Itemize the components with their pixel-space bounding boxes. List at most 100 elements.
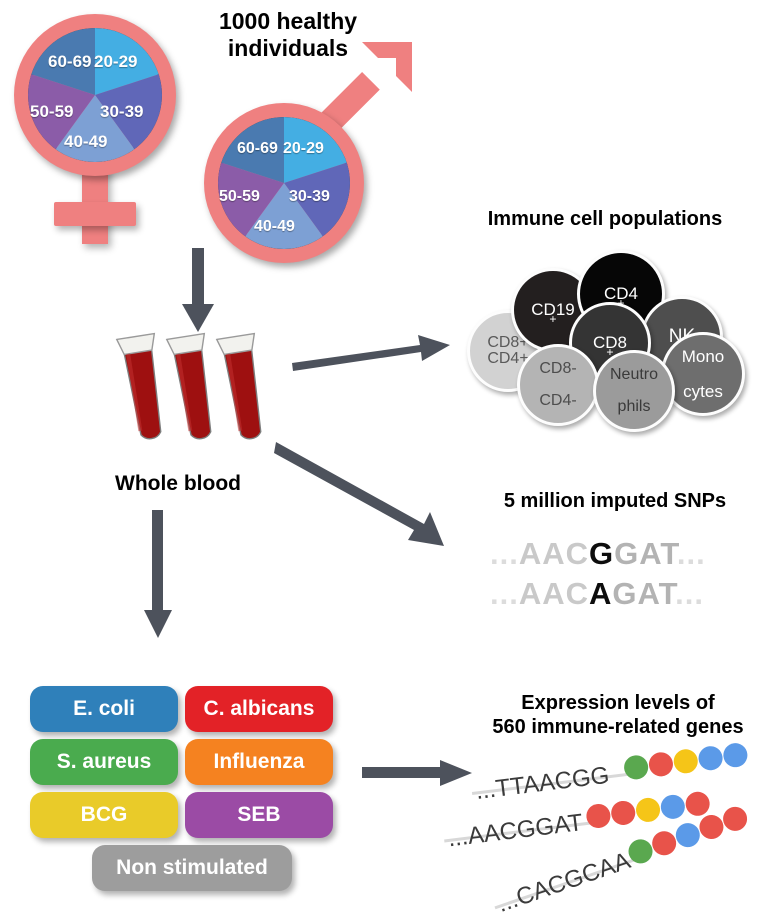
female-pie-label-60-69: 60-69: [48, 52, 92, 71]
pie-slice-40-49: [245, 183, 323, 249]
female-age-pie: [28, 28, 162, 162]
expression-bead: [698, 746, 723, 771]
pie-slice-20-29: [95, 28, 159, 95]
stimuli-panel: E. coli C. albicans S. aureus Influenza …: [30, 686, 340, 896]
male-age-pie: [218, 117, 350, 249]
expression-bead: [660, 794, 685, 819]
snps-heading-text: 5 million imputed SNPs: [503, 490, 727, 512]
expression-heading-line1: Expression levels of: [521, 692, 715, 714]
expression-bead: [611, 800, 636, 825]
male-gender-symbol: 20-29 30-39 40-49 50-59 60-69: [204, 42, 414, 263]
stimulus-non-stimulated[interactable]: Non stimulated: [92, 845, 292, 891]
pie-slice-30-39: [95, 74, 162, 150]
stimulus-c-albicans[interactable]: C. albicans: [185, 686, 333, 732]
cell-label-line-1: CD19: [531, 300, 575, 320]
expression-bead: [673, 749, 698, 774]
stimulus-e-coli[interactable]: E. coli: [30, 686, 178, 732]
snp-variant-base: G: [589, 536, 615, 571]
whole-blood-label-text: Whole blood: [115, 472, 241, 495]
page-title: 1000 healthy individuals: [178, 8, 398, 62]
female-pie-slices: [28, 28, 162, 162]
pie-slice-60-69: [31, 28, 95, 95]
expression-strand-2-sequence: ...AACGGAT: [446, 809, 584, 852]
pie-slice-40-49: [55, 95, 135, 162]
whole-blood-tubes: [108, 330, 278, 460]
immune-cell-cluster: CD8+ CD4+ CD19+ CD4+ NK CD8+ Mono cytes …: [455, 240, 755, 432]
page-title-text: 1000 healthy individuals: [218, 8, 358, 62]
cell-monocytes: Mono cytes: [661, 332, 745, 416]
female-pie-label-30-39: 30-39: [100, 102, 144, 121]
cell-neutrophils: Neutro phils: [593, 350, 675, 432]
female-gender-symbol: 20-29 30-39 40-49 50-59 60-69: [14, 14, 194, 244]
male-pie-label-50-59: 50-59: [219, 188, 260, 205]
stimulus-bcg[interactable]: BCG: [30, 792, 178, 838]
arrow-blood-to-snps: [274, 440, 454, 550]
cell-label-line-1: CD4: [603, 284, 638, 304]
male-pie-label-30-39: 30-39: [289, 188, 330, 205]
whole-blood-label: Whole blood: [78, 472, 278, 497]
female-pie-label-40-49: 40-49: [64, 132, 108, 151]
expression-bead: [675, 823, 700, 848]
immune-heading-text: Immune cell populations: [487, 208, 723, 230]
expression-strand-1: ...TTAACGG: [471, 743, 748, 805]
female-pie-svg: [28, 28, 162, 162]
snp-variant-base: A: [589, 576, 613, 611]
snps-heading: 5 million imputed SNPs: [470, 490, 760, 514]
expression-strands: ...TTAACGG ...AACGGAT ...CACGCAA: [444, 743, 771, 918]
cell-label-line-1: Mono: [681, 347, 725, 366]
arrow-blood-to-stimuli: [140, 510, 180, 640]
male-pie-label-40-49: 40-49: [254, 218, 295, 235]
male-pie-svg: [218, 117, 350, 249]
cell-label-line-2: CD4-: [539, 392, 577, 410]
male-pie-label-20-29: 20-29: [283, 140, 324, 157]
stimulus-influenza[interactable]: Influenza: [185, 739, 333, 785]
expression-strand-1-beads: [624, 743, 748, 780]
arrow-cohort-to-blood: [180, 248, 216, 332]
cell-label-line-1: CD8: [592, 333, 627, 353]
cell-label-line-1: CD8-: [539, 359, 577, 377]
female-cross-horizontal: [54, 202, 136, 226]
snp-sequence-row-1: ...AACGGAT...: [490, 536, 706, 572]
snp-suffix: ...: [676, 536, 706, 571]
snp-prefix: ...: [490, 576, 519, 611]
snp-prefix: ...: [490, 536, 519, 571]
cell-label-line-2: cytes: [683, 381, 723, 401]
expression-bead: [652, 831, 677, 856]
pie-slice-60-69: [221, 117, 284, 183]
stimulus-seb[interactable]: SEB: [185, 792, 333, 838]
male-pie-label-60-69: 60-69: [237, 140, 278, 157]
expression-strand-3-beads: [628, 806, 748, 864]
stimulus-s-aureus[interactable]: S. aureus: [30, 739, 178, 785]
snp-pre: AAC: [518, 576, 590, 611]
expression-bead: [648, 752, 673, 777]
cell-cd8neg-cd4neg: CD8- CD4-: [517, 344, 599, 426]
cell-label-line-1: Neutro: [609, 365, 659, 383]
immune-heading: Immune cell populations: [455, 208, 755, 232]
pie-slice-20-29: [284, 117, 347, 183]
pie-slice-50-59: [28, 74, 95, 150]
pie-slice-50-59: [218, 162, 284, 237]
expression-strand-1-sequence: ...TTAACGG: [474, 762, 611, 805]
expression-bead: [636, 797, 661, 822]
arrow-blood-to-immune: [292, 325, 452, 375]
arrow-stimuli-to-expression: [362, 758, 474, 790]
pie-slice-30-39: [284, 162, 350, 237]
expression-heading: Expression levels of 560 immune-related …: [468, 692, 768, 739]
female-pie-label-50-59: 50-59: [30, 102, 74, 121]
snp-pre: AAC: [518, 536, 590, 571]
expression-heading-line2: 560 immune-related genes: [492, 715, 744, 738]
expression-strand-3-sequence: ...CACGCAA: [494, 847, 634, 918]
male-pie-slices: [218, 117, 350, 249]
expression-strand-2-beads: [586, 791, 710, 828]
snp-suffix: ...: [675, 576, 704, 611]
snp-sequence-row-2: ...AACAGAT...: [490, 576, 704, 612]
expression-bead: [699, 814, 724, 839]
cell-label-line-1: CD8+: [487, 333, 529, 351]
cell-label-line-2: CD4+: [487, 350, 529, 367]
expression-bead: [586, 803, 611, 828]
female-pie-label-20-29: 20-29: [94, 52, 138, 71]
expression-bead: [723, 743, 748, 768]
expression-bead: [624, 755, 649, 780]
snp-post: GAT: [612, 576, 676, 611]
